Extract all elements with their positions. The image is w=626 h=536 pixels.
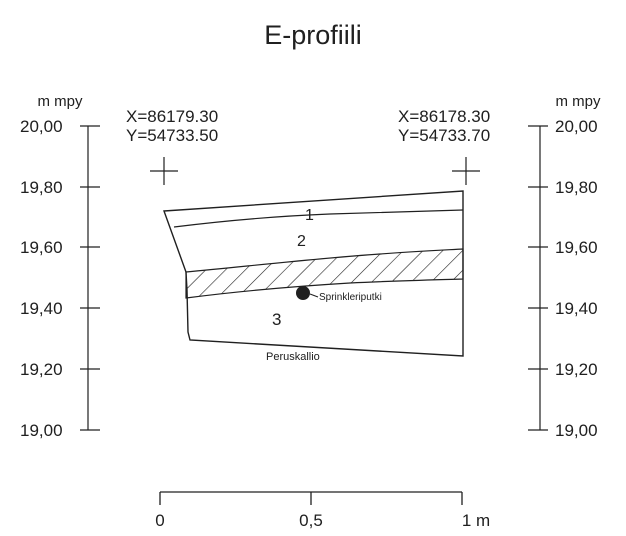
- left-corner-x: X=86179.30: [126, 107, 218, 126]
- left-tick-label: 19,40: [20, 299, 63, 318]
- left-corner-coordinates: X=86179.30 Y=54733.50: [126, 107, 218, 185]
- scale-label: 1 m: [462, 511, 490, 530]
- sprinkler-pipe-marker: [296, 286, 310, 300]
- sprinkler-pipe-label: Sprinkleriputki: [319, 292, 382, 303]
- layer-3-label: 3: [272, 310, 281, 329]
- layer-1-label: 1: [305, 207, 314, 224]
- right-corner-coordinates: X=86178.30 Y=54733.70: [398, 107, 490, 185]
- right-tick-label: 19,40: [555, 299, 598, 318]
- right-corner-y: Y=54733.70: [398, 126, 490, 145]
- left-tick-label: 19,60: [20, 238, 63, 257]
- right-tick-label: 20,00: [555, 117, 598, 136]
- bedrock-label: Peruskallio: [266, 351, 320, 363]
- profile-outline: [163, 190, 464, 357]
- left-tick-label: 19,80: [20, 178, 63, 197]
- right-tick-label: 19,00: [555, 421, 598, 440]
- right-tick-label: 19,60: [555, 238, 598, 257]
- left-tick-label: 20,00: [20, 117, 63, 136]
- scale-bar: 0 0,5 1 m: [155, 491, 490, 530]
- right-tick-label: 19,20: [555, 360, 598, 379]
- sprinkler-pipe-leader: [309, 293, 319, 298]
- hatched-layer: [185, 248, 464, 299]
- left-tick-label: 19,20: [20, 360, 63, 379]
- right-elevation-axis: m mpy 20,00 19,80 19,60 19,40 19,20 19,0…: [528, 93, 601, 440]
- left-tick-label: 19,00: [20, 421, 63, 440]
- right-tick-label: 19,80: [555, 178, 598, 197]
- page-title: E-profiili: [264, 20, 362, 50]
- layer-2-label: 2: [297, 233, 306, 250]
- left-corner-y: Y=54733.50: [126, 126, 218, 145]
- right-corner-x: X=86178.30: [398, 107, 490, 126]
- scale-label: 0: [155, 511, 164, 530]
- left-axis-unit: m mpy: [38, 93, 84, 110]
- soil-profile: 1 2 3 Sprinkleriputki Peruskallio: [163, 190, 464, 363]
- layer-1-boundary: [173, 209, 464, 228]
- scale-label: 0,5: [299, 511, 323, 530]
- left-elevation-axis: m mpy 20,00 19,80 19,60 19,40 19,20 19,0…: [20, 93, 100, 440]
- right-axis-unit: m mpy: [556, 93, 602, 110]
